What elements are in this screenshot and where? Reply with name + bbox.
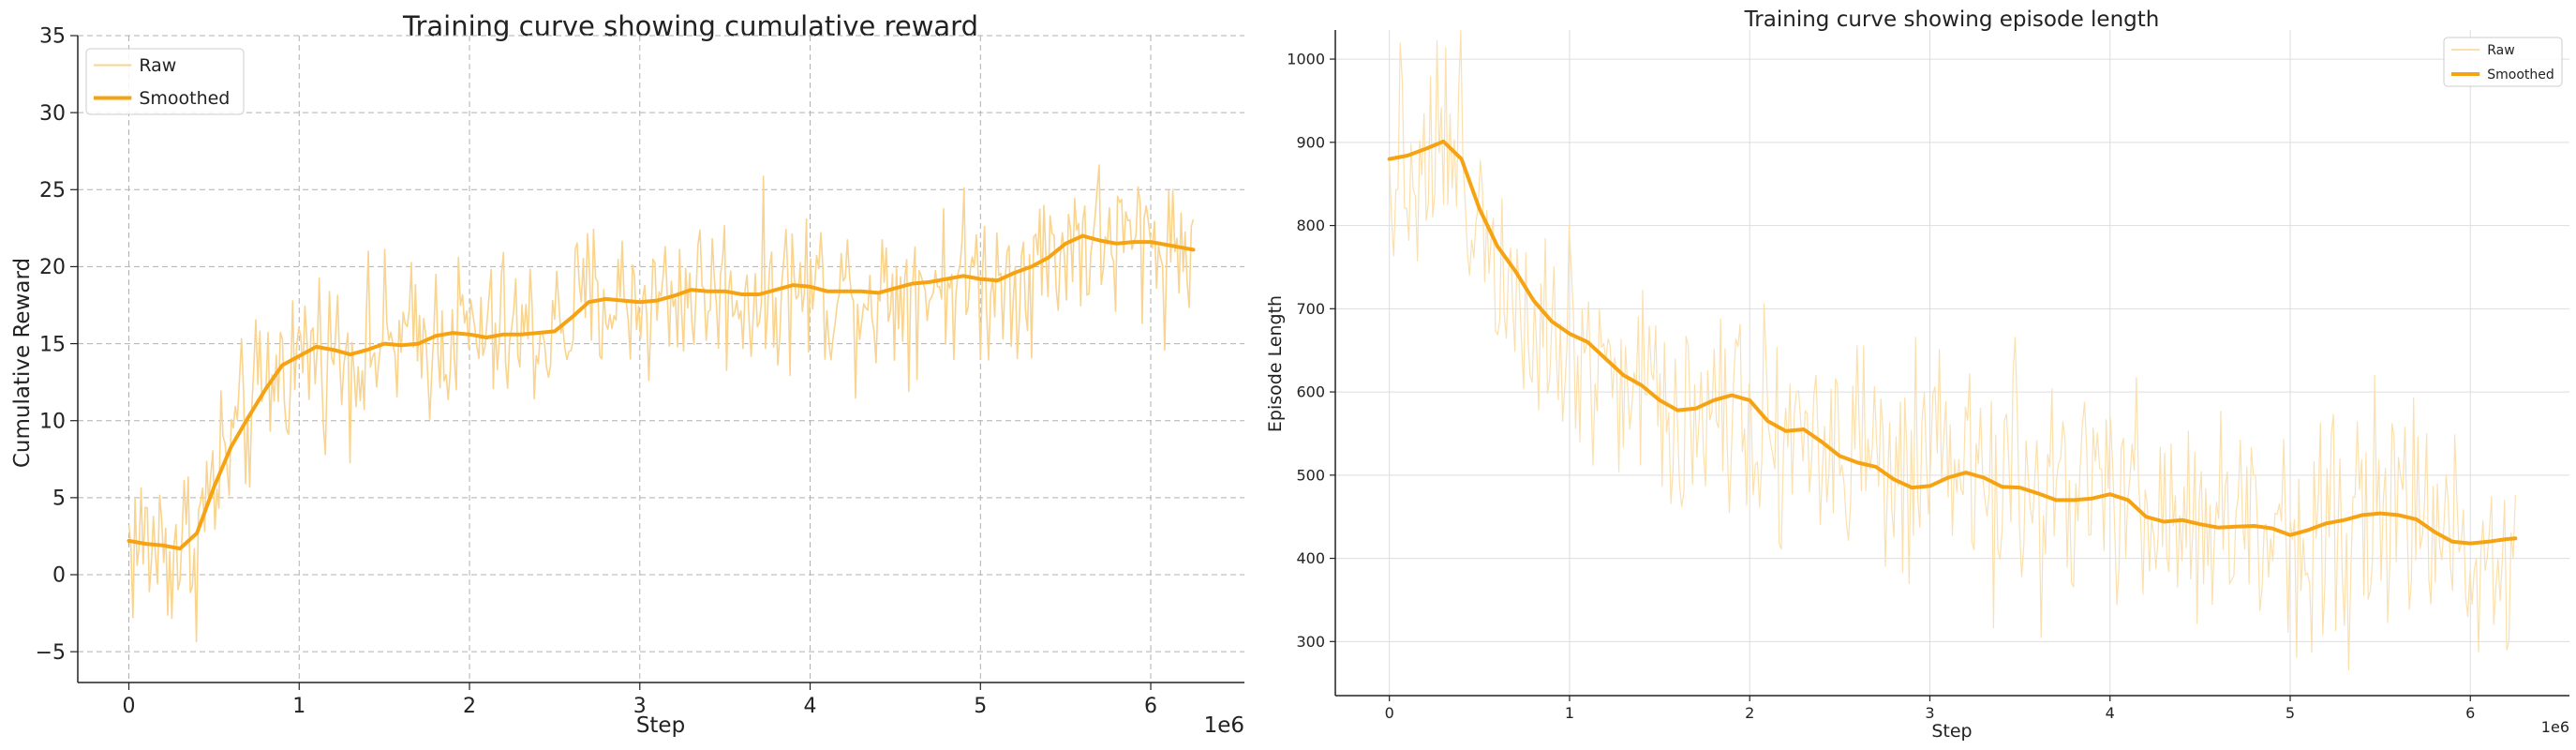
legend-label-raw: Raw: [139, 55, 176, 76]
series-smoothed-line: [127, 233, 1196, 551]
x-axis-label: Step: [1931, 721, 1972, 742]
x-tick-label: 2: [1745, 704, 1754, 722]
x-axis-offset-label: 1e6: [2541, 718, 2569, 736]
x-tick-label: 1: [1565, 704, 1574, 722]
chart-title: Training curve showing cumulative reward: [402, 10, 978, 42]
y-tick-label: 0: [52, 564, 66, 588]
y-tick-label: 400: [1296, 549, 1325, 567]
x-tick-label: 3: [1925, 704, 1934, 722]
x-tick-label: 3: [633, 695, 647, 718]
x-tick-label: 1: [292, 695, 305, 718]
x-tick-label: 2: [463, 695, 476, 718]
legend-label-smoothed: Smoothed: [139, 88, 230, 109]
y-tick-label: 5: [52, 488, 66, 511]
chart-title: Training curve showing episode length: [1744, 8, 2160, 32]
y-tick-label: 700: [1296, 300, 1325, 318]
x-tick-label: 0: [1385, 704, 1394, 722]
y-tick-label: 35: [39, 25, 66, 49]
y-tick-label: 900: [1296, 133, 1325, 151]
y-tick-label: 800: [1296, 217, 1325, 234]
y-tick-label: 20: [39, 256, 66, 279]
series-smoothed-line: [1387, 139, 2518, 546]
y-tick-label: 300: [1296, 633, 1325, 651]
series-raw-line: [1389, 29, 2516, 671]
chart-episode-length: Training curve showing episode length Ep…: [1265, 8, 2569, 742]
y-tick-label: 30: [39, 102, 66, 126]
x-tick-label: 6: [1144, 695, 1157, 718]
y-tick-label: −5: [36, 641, 66, 665]
y-axis-label: Cumulative Reward: [10, 258, 35, 468]
chart-cumulative-reward: Training curve showing cumulative reward…: [10, 10, 1244, 738]
x-tick-label: 0: [123, 695, 136, 718]
legend-label-raw: Raw: [2487, 43, 2514, 58]
y-axis-label: Episode Length: [1265, 295, 1286, 432]
x-axis-offset-label: 1e6: [1204, 713, 1244, 738]
x-tick-label: 5: [2286, 704, 2295, 722]
y-tick-label: 25: [39, 179, 66, 202]
y-tick-label: 10: [39, 410, 66, 433]
legend-label-smoothed: Smoothed: [2487, 68, 2554, 82]
x-tick-label: 5: [974, 695, 987, 718]
series-raw-line: [127, 164, 1195, 643]
x-tick-label: 6: [2465, 704, 2475, 722]
y-tick-label: 15: [39, 333, 66, 356]
y-tick-label: 500: [1296, 466, 1325, 484]
y-tick-label: 600: [1296, 383, 1325, 401]
y-tick-label: 1000: [1287, 51, 1325, 68]
x-tick-label: 4: [2106, 704, 2115, 722]
x-tick-label: 4: [804, 695, 817, 718]
x-axis-label: Step: [636, 713, 685, 738]
